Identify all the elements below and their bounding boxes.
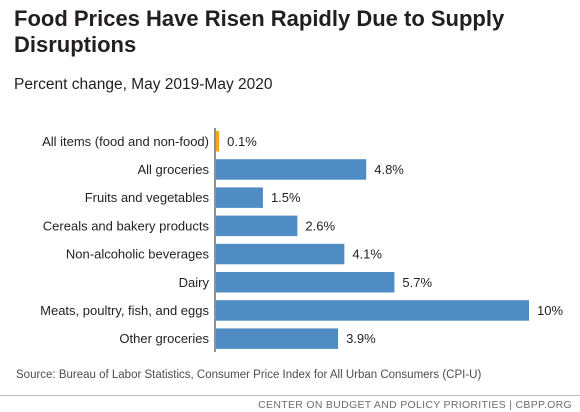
category-label: Other groceries: [119, 331, 209, 346]
bar: [216, 215, 298, 237]
value-label: 5.7%: [402, 275, 432, 290]
bar: [216, 243, 345, 265]
value-label: 1.5%: [271, 190, 301, 205]
category-labels: All items (food and non-food) All groceri…: [40, 134, 209, 346]
bar: [216, 159, 367, 180]
category-label: Cereals and bakery products: [43, 218, 210, 233]
value-label: 4.1%: [352, 247, 382, 262]
category-label: Dairy: [179, 275, 210, 290]
cbpp-footer: CENTER ON BUDGET AND POLICY PRIORITIES |…: [258, 399, 572, 411]
bar-chart: All items (food and non-food) All groceri…: [40, 128, 563, 352]
chart-title: Food Prices Have Risen Rapidly Due to Su…: [14, 6, 505, 57]
value-label: 3.9%: [346, 331, 376, 346]
value-label: 2.6%: [305, 218, 335, 233]
value-label: 4.8%: [374, 162, 404, 177]
category-label: All groceries: [137, 162, 209, 177]
source-note: Source: Bureau of Labor Statistics, Cons…: [16, 369, 482, 381]
chart-subtitle: Percent change, May 2019-May 2020: [14, 76, 273, 93]
category-label: Fruits and vegetables: [85, 190, 210, 205]
bar: [216, 328, 339, 349]
footer-divider: [0, 395, 580, 396]
bars: [216, 131, 529, 349]
value-label: 0.1%: [227, 134, 257, 149]
bar: [216, 131, 220, 152]
bar: [216, 300, 529, 321]
category-label: Non-alcoholic beverages: [66, 247, 210, 262]
category-label: All items (food and non-food): [42, 134, 209, 149]
category-label: Meats, poultry, fish, and eggs: [40, 303, 209, 318]
value-label: 10%: [537, 303, 563, 318]
bar: [216, 187, 263, 208]
bar: [216, 272, 395, 293]
value-labels: 0.1% 4.8% 1.5% 2.6% 4.1% 5.7% 10% 3.9%: [227, 134, 563, 346]
